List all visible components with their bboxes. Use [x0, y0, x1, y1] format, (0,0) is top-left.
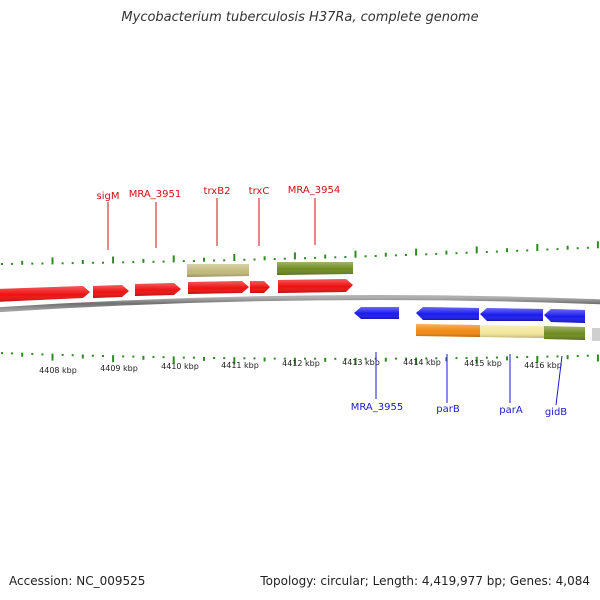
scale-label: 4413 kbp — [342, 358, 380, 367]
forward-features — [187, 262, 353, 277]
forward-gene-shading — [0, 279, 353, 302]
gene-labels-forward: sigM MRA_3951 trxB2 trxC MRA_3954 — [97, 185, 341, 202]
gene-label-MRA_3951[interactable]: MRA_3951 — [129, 189, 181, 200]
gene-label-trxC[interactable]: trxC — [249, 186, 270, 197]
label-leaders — [107, 198, 563, 406]
scale-label: 4415 kbp — [464, 359, 502, 368]
gene-label-MRA_3954[interactable]: MRA_3954 — [288, 185, 340, 196]
gene-label-gidB[interactable]: gidB — [545, 407, 567, 418]
upper-scale-ticks — [1, 241, 599, 265]
scale-label: 4412 kbp — [282, 359, 320, 368]
map-title: Mycobacterium tuberculosis H37Ra, comple… — [121, 10, 479, 25]
scale-label: 4416 kbp — [524, 361, 562, 370]
scale-label: 4408 kbp — [39, 366, 77, 375]
scale-label: 4410 kbp — [161, 362, 199, 371]
gene-label-MRA_3955[interactable]: MRA_3955 — [351, 402, 403, 413]
scale-label: 4411 kbp — [221, 361, 259, 370]
topology-summary: Topology: circular; Length: 4,419,977 bp… — [260, 574, 590, 588]
scale-labels: 4408 kbp 4409 kbp 4410 kbp 4411 kbp 4412… — [39, 358, 562, 375]
genome-backbone — [0, 295, 600, 313]
reverse-features — [416, 324, 600, 341]
lower-scale-ticks — [1, 352, 599, 365]
feature-grey[interactable] — [592, 328, 600, 341]
gene-labels-reverse: MRA_3955 parB parA gidB — [351, 402, 568, 418]
gene-label-parB[interactable]: parB — [436, 404, 460, 415]
reverse-genes — [354, 307, 585, 323]
gene-label-parA[interactable]: parA — [499, 405, 523, 416]
gene-label-trxB2[interactable]: trxB2 — [204, 186, 231, 197]
scale-label: 4414 kbp — [403, 358, 441, 367]
accession-text: Accession: NC_009525 — [9, 574, 146, 588]
gene-label-sigM[interactable]: sigM — [97, 191, 120, 202]
scale-label: 4409 kbp — [100, 364, 138, 373]
